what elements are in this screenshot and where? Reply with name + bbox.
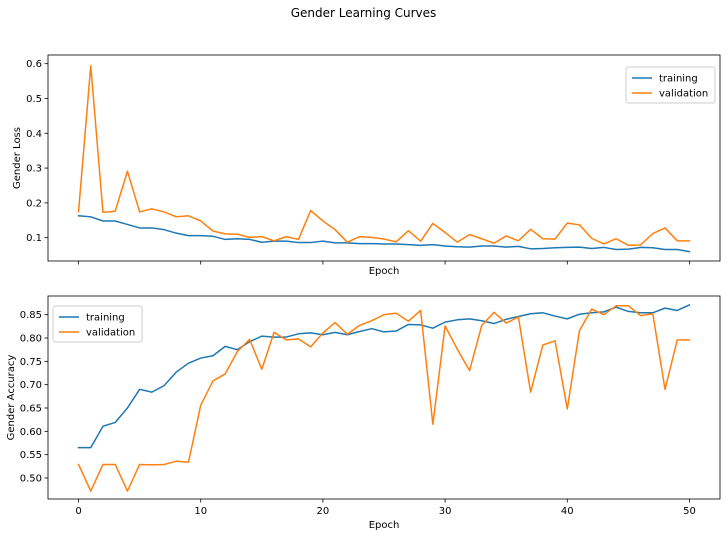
y-tick-label: 0.50 (20, 474, 42, 485)
y-tick-label: 0.65 (20, 404, 42, 415)
training-legend-label: training (86, 313, 125, 324)
y-tick-label: 0.55 (20, 450, 42, 461)
x-tick-label: 40 (561, 506, 574, 517)
y-tick-label: 0.75 (20, 357, 42, 368)
y-axis-label: Gender Loss (12, 127, 23, 189)
legend: training validation (52, 305, 143, 343)
x-tick-label: 10 (194, 506, 207, 517)
y-tick-label: 0.3 (26, 164, 42, 175)
y-tick-label: 0.2 (26, 198, 42, 209)
axes-frame (47, 54, 721, 262)
accuracy-subplot: 0.50 0.55 0.60 0.65 0.70 0.75 0.80 0.85 0 10 20 30 4… (6, 295, 721, 531)
x-tick-label: 20 (317, 506, 330, 517)
validation-series-line (77, 305, 691, 492)
axes-frame (47, 295, 721, 500)
x-tick-label: 50 (683, 506, 696, 517)
y-tick-label: 0.60 (20, 427, 42, 438)
validation-legend-label: validation (86, 328, 135, 339)
legend: training validation (625, 66, 716, 104)
training-series-line (77, 303, 691, 449)
y-tick-label: 0.4 (26, 129, 42, 140)
y-tick-label: 0.70 (20, 380, 42, 391)
y-tick-label: 0.5 (26, 94, 42, 105)
y-tick-label: 0.6 (26, 59, 42, 70)
x-axis-label: Epoch (369, 266, 400, 277)
training-legend-label: training (659, 74, 698, 85)
x-tick-label: 30 (439, 506, 452, 517)
loss-subplot: 0.1 0.2 0.3 0.4 0.5 0.6 Epoch Gender Loss traini… (12, 54, 721, 277)
y-tick-label: 0.1 (26, 233, 42, 244)
validation-series-line (77, 65, 691, 247)
x-tick-label: 0 (75, 506, 81, 517)
legend-frame (52, 305, 143, 343)
training-series-line (77, 214, 691, 253)
y-axis-label: Gender Accuracy (6, 355, 17, 441)
y-tick-label: 0.85 (20, 310, 42, 321)
y-tick-label: 0.80 (20, 334, 42, 345)
figure-title: Gender Learning Curves (291, 6, 437, 20)
x-axis-label: Epoch (369, 520, 400, 531)
legend-frame (625, 66, 716, 104)
validation-legend-label: validation (659, 89, 708, 100)
